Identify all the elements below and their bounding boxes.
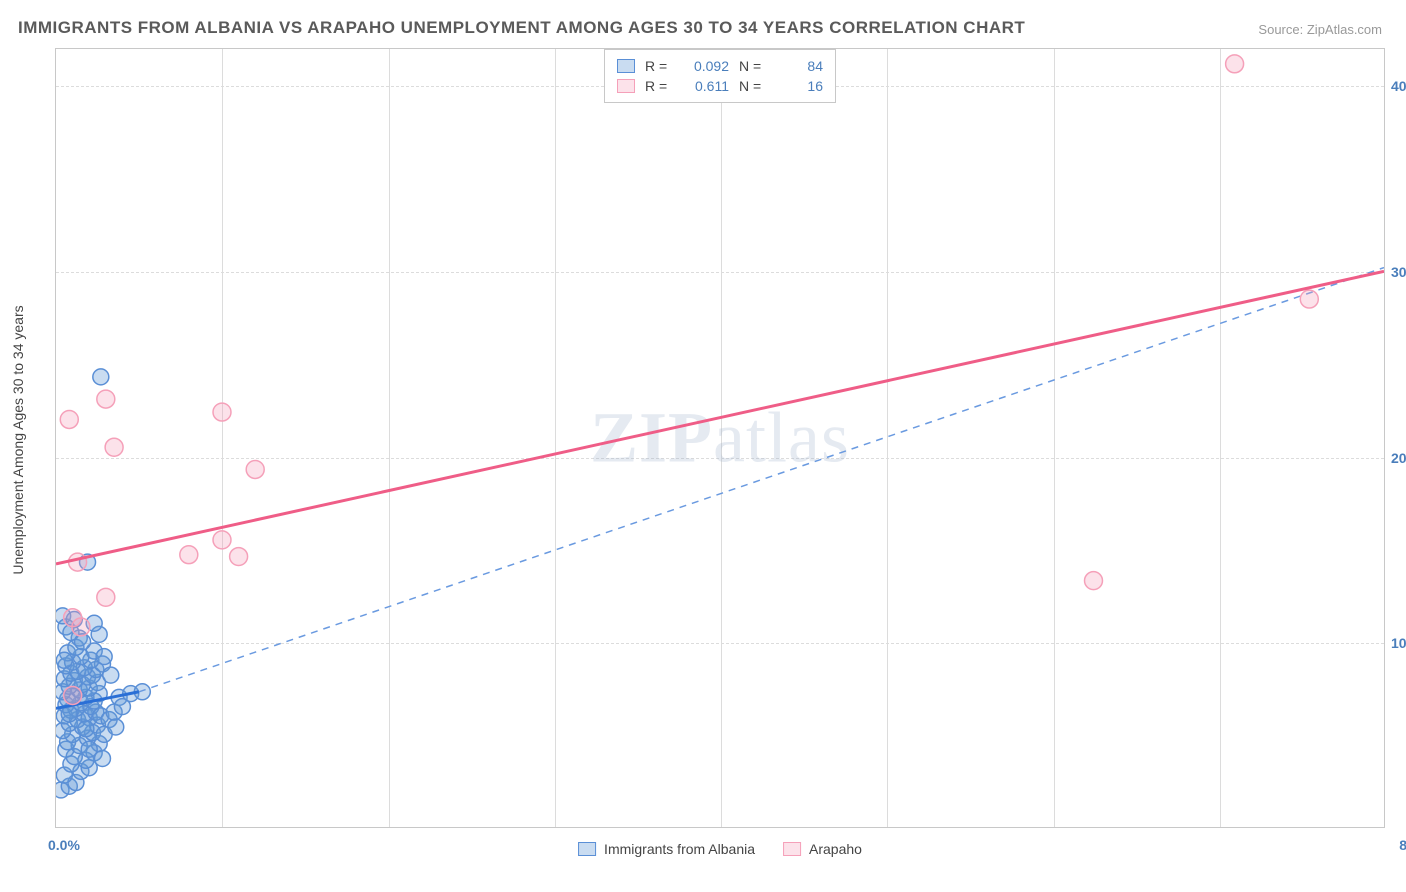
source-value: ZipAtlas.com	[1307, 22, 1382, 37]
legend-swatch-2	[617, 79, 635, 93]
legend-row-series-2: R = 0.611 N = 16	[617, 76, 823, 96]
y-tick-label: 10.0%	[1391, 635, 1406, 651]
legend-swatch-icon	[578, 842, 596, 856]
y-tick-label: 30.0%	[1391, 264, 1406, 280]
source-attribution: Source: ZipAtlas.com	[1258, 22, 1382, 37]
legend-r-value-2: 0.611	[681, 76, 729, 96]
series-legend: Immigrants from Albania Arapaho	[578, 841, 862, 857]
y-tick-label: 20.0%	[1391, 450, 1406, 466]
legend-r-label: R =	[645, 56, 671, 76]
legend-n-label: N =	[739, 56, 765, 76]
chart-title: IMMIGRANTS FROM ALBANIA VS ARAPAHO UNEMP…	[18, 18, 1025, 38]
legend-n-value-1: 84	[775, 56, 823, 76]
legend-row-series-1: R = 0.092 N = 84	[617, 56, 823, 76]
x-tick-max: 80.0%	[1399, 837, 1406, 853]
legend-swatch-icon	[783, 842, 801, 856]
x-tick-min: 0.0%	[48, 837, 80, 853]
plot-area: ZIPatlas R = 0.092 N = 84 R = 0.611 N = …	[55, 48, 1385, 828]
legend-r-value-1: 0.092	[681, 56, 729, 76]
legend-swatch-1	[617, 59, 635, 73]
legend-r-label: R =	[645, 76, 671, 96]
legend-item-1: Immigrants from Albania	[578, 841, 755, 857]
legend-label-1: Immigrants from Albania	[604, 841, 755, 857]
legend-n-label: N =	[739, 76, 765, 96]
correlation-legend: R = 0.092 N = 84 R = 0.611 N = 16	[604, 49, 836, 103]
y-axis-label: Unemployment Among Ages 30 to 34 years	[10, 305, 26, 574]
legend-n-value-2: 16	[775, 76, 823, 96]
y-tick-label: 40.0%	[1391, 78, 1406, 94]
legend-item-2: Arapaho	[783, 841, 862, 857]
source-label: Source:	[1258, 22, 1303, 37]
scatter-chart	[56, 49, 1384, 827]
legend-label-2: Arapaho	[809, 841, 862, 857]
